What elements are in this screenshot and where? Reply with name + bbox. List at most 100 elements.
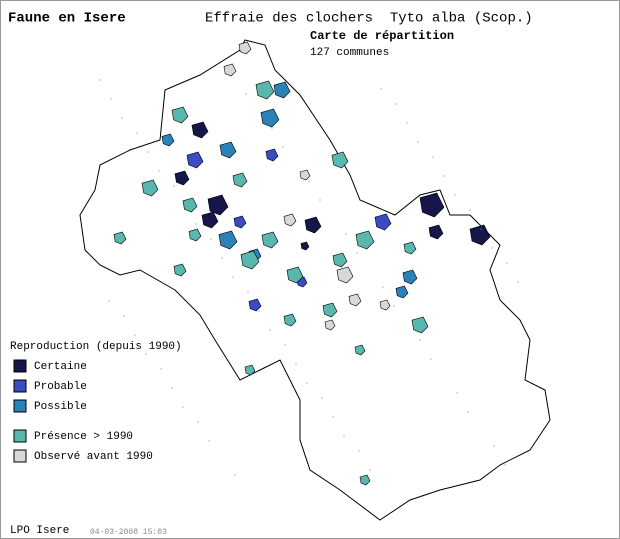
commune-center (121, 117, 123, 119)
commune-center (517, 281, 519, 283)
commune-center (184, 204, 186, 206)
commune-center (506, 262, 508, 264)
map-title: Carte de répartition (310, 29, 454, 43)
commune-center (308, 180, 310, 182)
commune-center (145, 353, 147, 355)
commune (324, 319, 336, 331)
commune-center (332, 416, 334, 418)
commune-center (369, 469, 371, 471)
commune-center (269, 329, 271, 331)
commune-count: 127 communes (310, 47, 389, 59)
commune (240, 250, 260, 270)
commune (411, 316, 429, 334)
commune (171, 106, 189, 124)
commune-center (284, 344, 286, 346)
commune-center (456, 392, 458, 394)
commune-center (247, 291, 249, 293)
commune (403, 241, 417, 255)
commune-center (123, 315, 125, 317)
commune (332, 252, 348, 268)
commune (207, 194, 229, 216)
commune-center (356, 252, 358, 254)
commune-center (395, 103, 397, 105)
legend-label: Possible (34, 401, 87, 413)
commune-center (480, 228, 482, 230)
site-title: Faune en Isere (8, 11, 126, 27)
commune (402, 269, 418, 285)
commune-center (158, 170, 160, 172)
legend-swatch (13, 429, 27, 443)
date: 04-03-2008 15:03 (90, 528, 167, 537)
commune-center (358, 450, 360, 452)
commune-center (110, 98, 112, 100)
commune (331, 151, 349, 169)
commune-center (345, 233, 347, 235)
species-title: Effraie des clochers Tyto alba (Scop.) (205, 11, 533, 27)
legend-title: Reproduction (depuis 1990) (10, 341, 182, 353)
commune-center (504, 464, 506, 466)
commune (223, 63, 237, 77)
commune (238, 41, 252, 55)
commune-center (282, 146, 284, 148)
commune-center (382, 286, 384, 288)
commune (428, 224, 444, 240)
commune-center (491, 247, 493, 249)
commune-center (173, 185, 175, 187)
legend-label: Présence > 1990 (34, 431, 133, 443)
commune (286, 266, 304, 284)
commune-center (136, 132, 138, 134)
commune-center (321, 397, 323, 399)
legend-swatch (13, 379, 27, 393)
commune-center (454, 194, 456, 196)
commune-center (417, 141, 419, 143)
legend-label: Probable (34, 381, 87, 393)
source: LPO Isere (10, 525, 69, 537)
commune (244, 364, 256, 376)
commune (233, 215, 247, 229)
commune (469, 224, 491, 246)
commune (182, 197, 198, 213)
commune (336, 266, 354, 284)
commune (248, 298, 262, 312)
commune-center (182, 406, 184, 408)
commune (191, 121, 209, 139)
commune (273, 81, 291, 99)
commune-center (245, 93, 247, 95)
commune (219, 141, 237, 159)
commune (113, 231, 127, 245)
commune-center (171, 387, 173, 389)
commune-center (406, 122, 408, 124)
commune (300, 241, 310, 251)
commune-center (234, 474, 236, 476)
commune (201, 211, 219, 229)
commune (374, 213, 392, 231)
commune-center (221, 257, 223, 259)
commune-center (380, 88, 382, 90)
commune (355, 230, 375, 250)
commune-center (419, 339, 421, 341)
commune (283, 313, 297, 327)
commune (299, 169, 311, 181)
commune-center (430, 358, 432, 360)
commune-center (258, 310, 260, 312)
department-map (79, 39, 551, 521)
commune-center (295, 363, 297, 365)
commune (359, 474, 371, 486)
commune (265, 148, 279, 162)
legend-swatch (13, 359, 27, 373)
commune (141, 179, 159, 197)
legend: Certaine Probable Possible Présence > 1990 O… (13, 359, 153, 463)
commune-center (271, 127, 273, 129)
commune-center (467, 411, 469, 413)
legend-swatch (13, 399, 27, 413)
commune-center (306, 382, 308, 384)
commune (261, 231, 279, 249)
commune-center (432, 156, 434, 158)
commune-center (134, 334, 136, 336)
commune-center (99, 79, 101, 81)
commune-center (147, 151, 149, 153)
commune (174, 170, 190, 186)
commune (188, 228, 202, 242)
commune-center (160, 368, 162, 370)
